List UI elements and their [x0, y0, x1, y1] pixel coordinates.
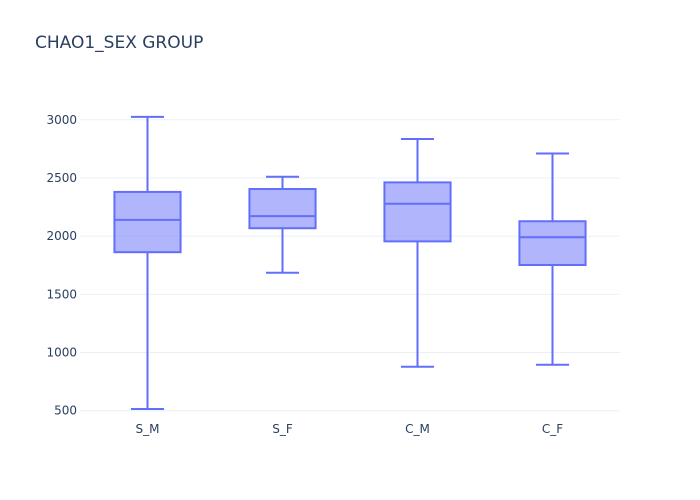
- boxes: [113, 115, 587, 410]
- x-axis-ticks: S_M S_F C_M C_F: [136, 422, 564, 436]
- box-s-f: [248, 175, 317, 274]
- box-s-m: [113, 115, 182, 410]
- box-c-f: [518, 152, 587, 366]
- y-tick-label: 3000: [46, 113, 77, 127]
- y-tick-label: 2000: [46, 229, 77, 243]
- y-tick-label: 2500: [46, 171, 77, 185]
- x-tick-label: C_F: [542, 422, 563, 436]
- iqr-box: [518, 220, 587, 267]
- iqr-box: [383, 181, 452, 243]
- x-tick-label: C_M: [405, 422, 430, 436]
- y-axis-ticks: 500 1000 1500 2000 2500 3000: [46, 113, 77, 418]
- y-tick-label: 500: [54, 404, 77, 418]
- x-tick-label: S_M: [136, 422, 160, 436]
- iqr-box: [113, 190, 182, 254]
- chart-title: CHAO1_SEX GROUP: [35, 33, 204, 53]
- box-c-m: [383, 137, 452, 368]
- y-tick-label: 1500: [46, 287, 77, 301]
- y-tick-label: 1000: [46, 346, 77, 360]
- iqr-box: [248, 188, 317, 230]
- x-tick-label: S_F: [272, 422, 293, 436]
